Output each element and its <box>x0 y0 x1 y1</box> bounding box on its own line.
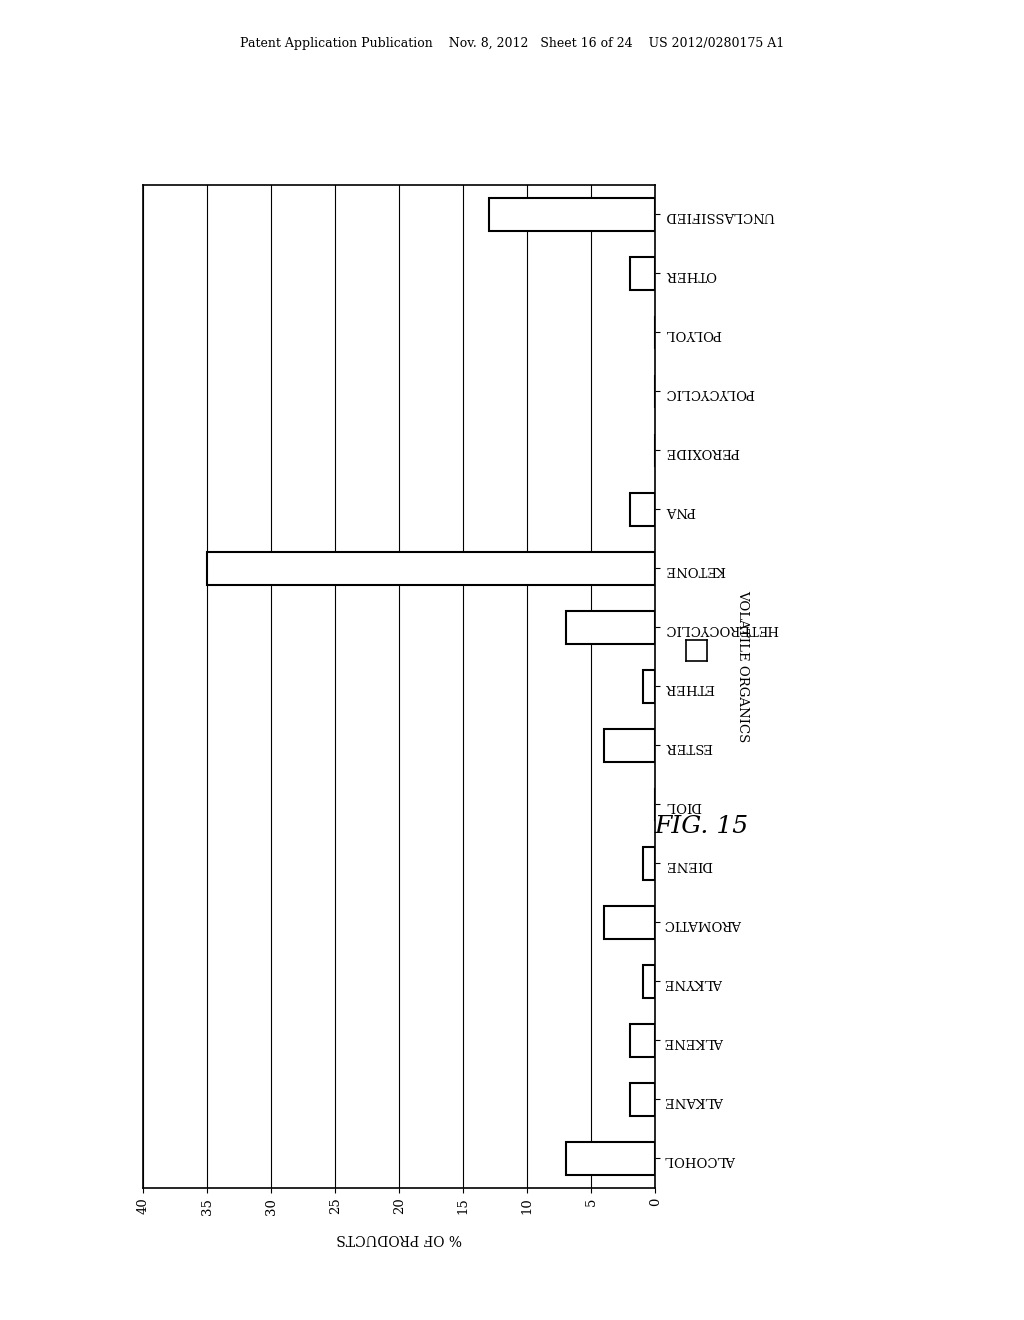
Bar <box>604 907 655 939</box>
Bar <box>489 198 655 231</box>
Bar <box>565 1142 655 1175</box>
Text: Patent Application Publication    Nov. 8, 2012   Sheet 16 of 24    US 2012/02801: Patent Application Publication Nov. 8, 2… <box>240 37 784 50</box>
Bar <box>604 729 655 762</box>
Text: % OF PRODUCTS: % OF PRODUCTS <box>337 1232 462 1245</box>
Bar <box>630 257 655 289</box>
Text: VOLATILE ORGANICS: VOLATILE ORGANICS <box>736 590 749 742</box>
Bar <box>643 847 655 879</box>
Bar <box>207 552 655 585</box>
Bar <box>630 494 655 525</box>
Text: FIG. 15: FIG. 15 <box>654 816 749 838</box>
Bar <box>630 1084 655 1115</box>
Bar <box>565 611 655 644</box>
Bar <box>630 1024 655 1057</box>
Bar <box>643 671 655 702</box>
Bar <box>643 965 655 998</box>
